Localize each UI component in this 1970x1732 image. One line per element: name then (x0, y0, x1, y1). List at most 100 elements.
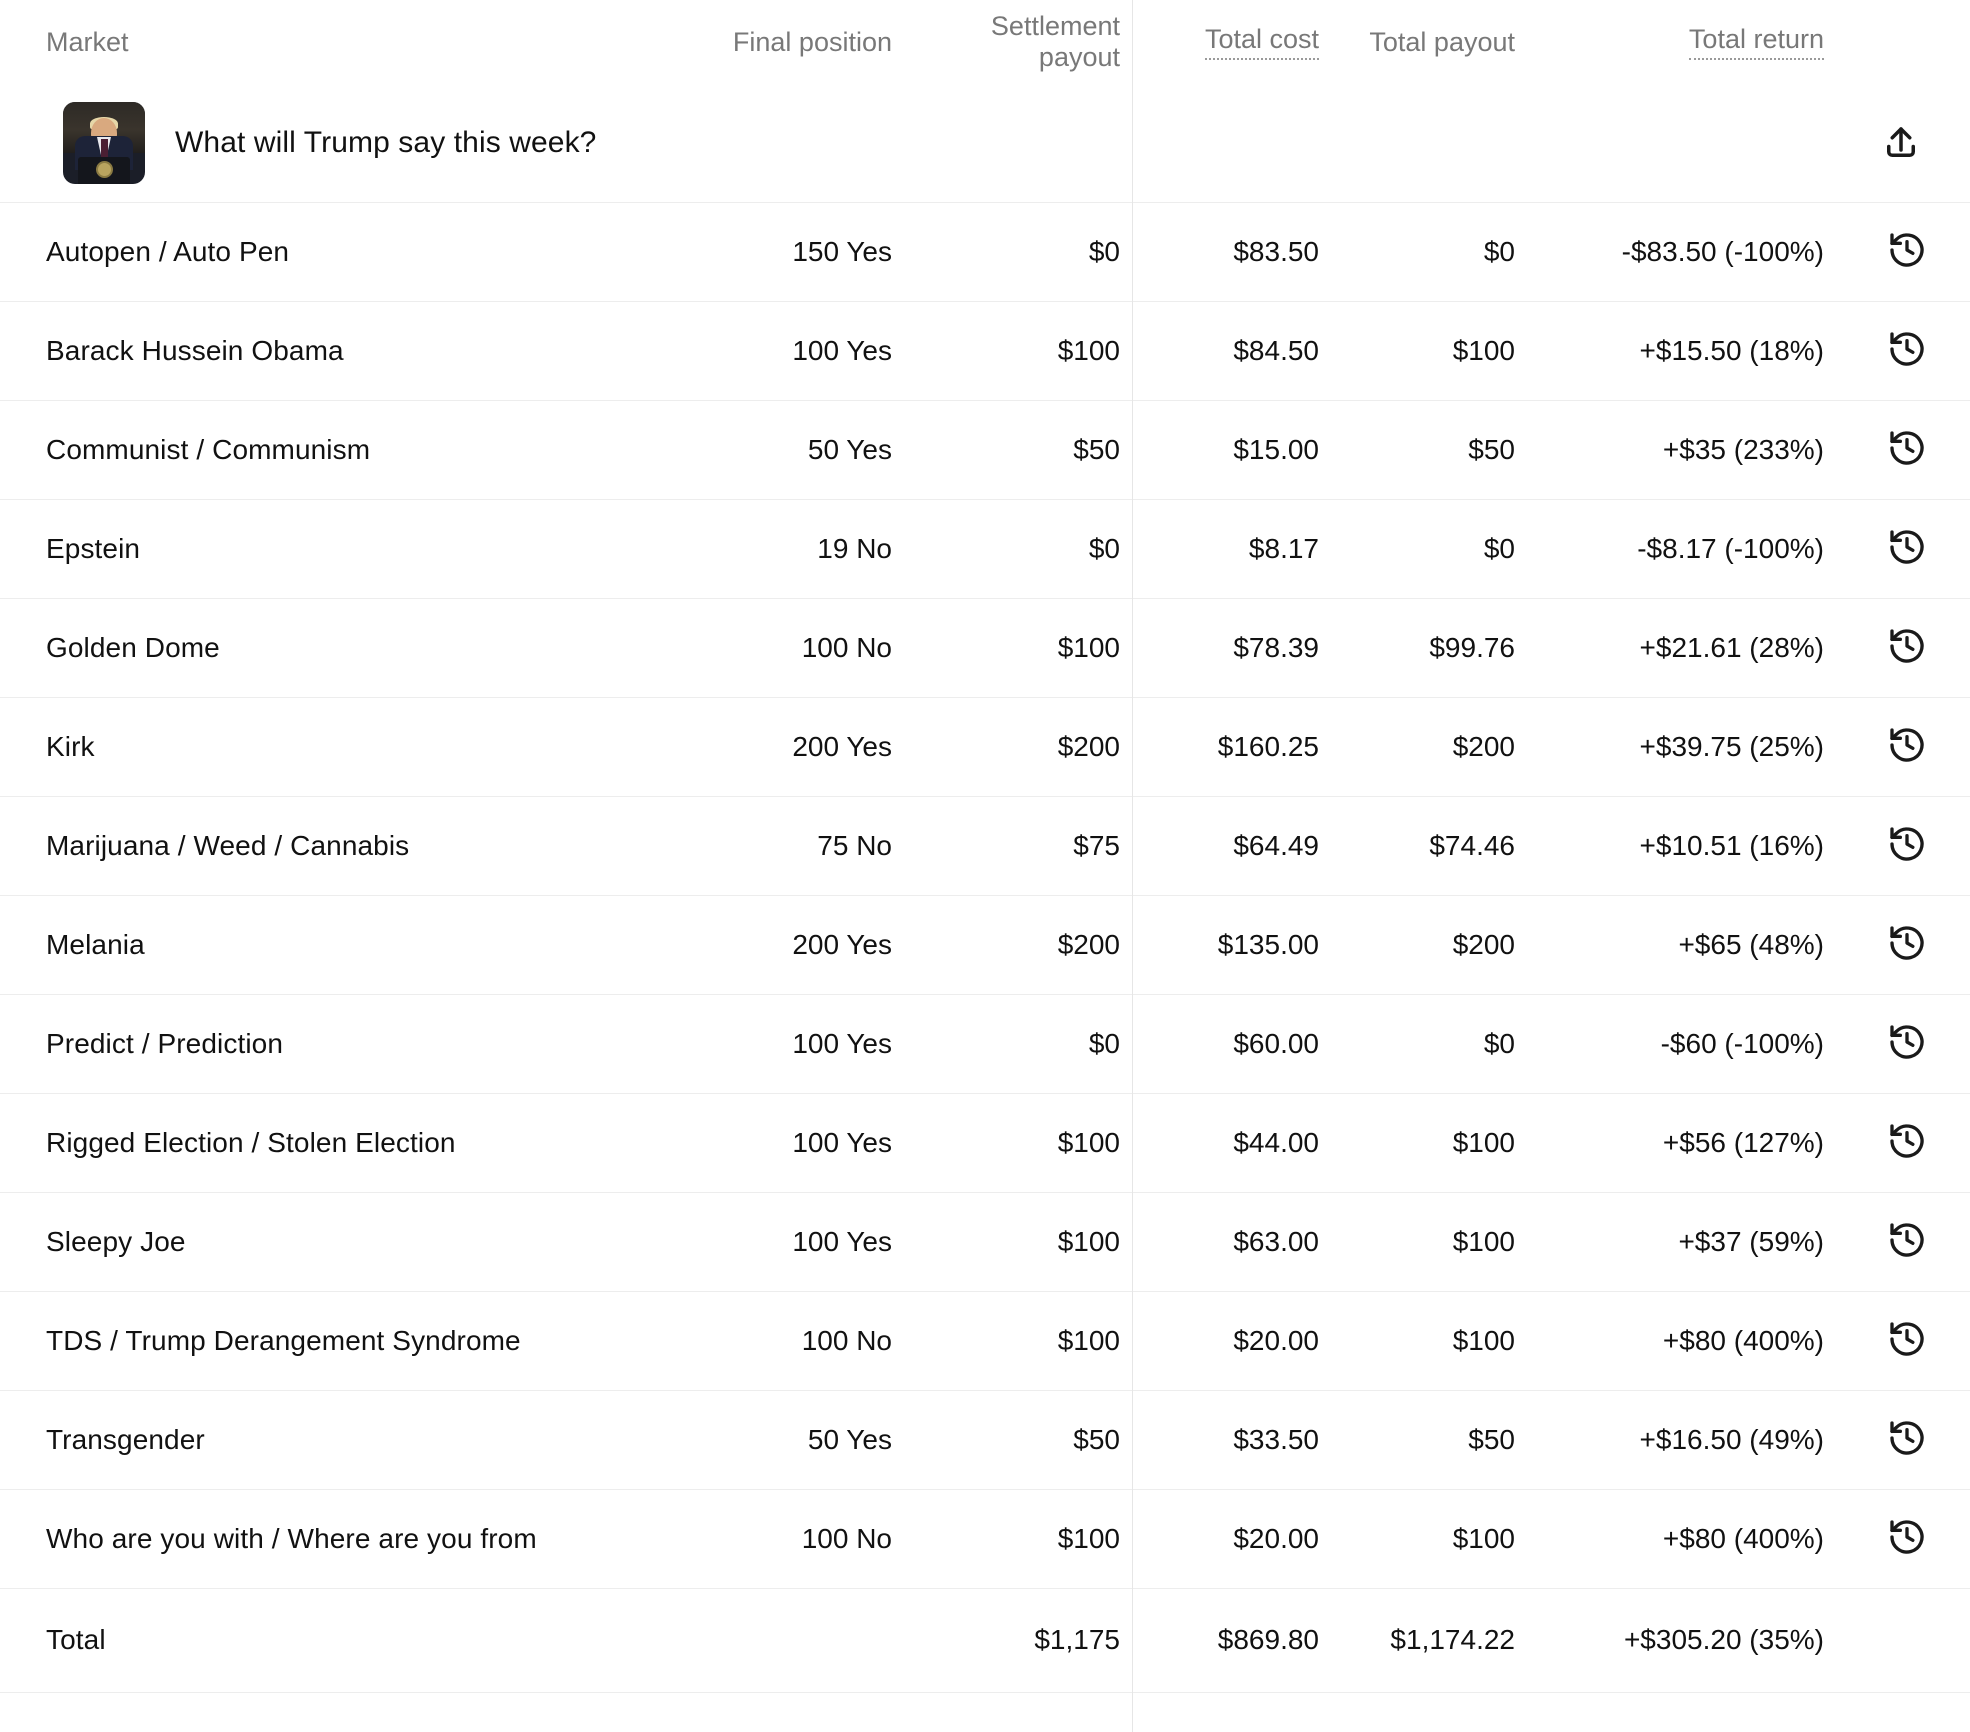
cell-total-cost: $33.50 (1132, 1390, 1347, 1490)
header-row: Market Final position Settlement payout … (0, 0, 1970, 84)
cell-total-cost: $160.25 (1132, 697, 1347, 797)
history-clock-icon[interactable] (1884, 1217, 1930, 1263)
column-header-total-return[interactable]: Total return (1543, 0, 1850, 84)
cell-total-payout: $100 (1347, 1489, 1543, 1589)
table-row[interactable]: TDS / Trump Derangement Syndrome 100 No … (0, 1291, 1970, 1391)
cell-actions (1850, 1489, 1970, 1589)
cell-market: TDS / Trump Derangement Syndrome (0, 1291, 620, 1391)
cell-settlement-payout: $50 (910, 1390, 1132, 1490)
table-row[interactable]: Communist / Communism 50 Yes $50 $15.00 … (0, 400, 1970, 500)
market-group-title-cell[interactable]: What will Trump say this week? (0, 84, 1132, 203)
cell-total-return: -$83.50 (-100%) (1543, 202, 1850, 302)
cell-total-payout: $0 (1347, 202, 1543, 302)
table-row[interactable]: Predict / Prediction 100 Yes $0 $60.00 $… (0, 994, 1970, 1094)
cell-total-label: Total (0, 1588, 620, 1693)
cell-total-return: +$35 (233%) (1543, 400, 1850, 500)
history-clock-icon[interactable] (1884, 227, 1930, 273)
cell-total-return: +$37 (59%) (1543, 1192, 1850, 1292)
market-group-row[interactable]: What will Trump say this week? (0, 84, 1970, 203)
column-header-total-return-label: Total return (1688, 25, 1824, 60)
cell-total-payout: $100 (1347, 1291, 1543, 1391)
cell-total-cost: $20.00 (1132, 1489, 1347, 1589)
cell-actions (1850, 499, 1970, 599)
history-clock-icon[interactable] (1884, 1019, 1930, 1065)
market-group-actions-cell (1132, 84, 1970, 203)
table-row[interactable]: Melania 200 Yes $200 $135.00 $200 +$65 (… (0, 895, 1970, 995)
market-group-title: What will Trump say this week? (175, 125, 597, 159)
table-row[interactable]: Rigged Election / Stolen Election 100 Ye… (0, 1093, 1970, 1193)
history-clock-icon[interactable] (1884, 1514, 1930, 1560)
history-clock-icon[interactable] (1884, 722, 1930, 768)
cell-total-payout: $50 (1347, 400, 1543, 500)
cell-total-payout: $200 (1347, 697, 1543, 797)
table-row[interactable]: Barack Hussein Obama 100 Yes $100 $84.50… (0, 301, 1970, 401)
cell-actions (1850, 1390, 1970, 1490)
cell-market: Barack Hussein Obama (0, 301, 620, 401)
cell-total-cost: $84.50 (1132, 301, 1347, 401)
cell-total-return: +$10.51 (16%) (1543, 796, 1850, 896)
cell-actions (1850, 301, 1970, 401)
cell-final-position: 150 Yes (620, 202, 910, 302)
cell-market: Rigged Election / Stolen Election (0, 1093, 620, 1193)
history-clock-icon[interactable] (1884, 821, 1930, 867)
history-clock-icon[interactable] (1884, 1415, 1930, 1461)
table-row[interactable]: Who are you with / Where are you from 10… (0, 1489, 1970, 1589)
cell-actions (1850, 598, 1970, 698)
history-clock-icon[interactable] (1884, 1118, 1930, 1164)
cell-final-position: 50 Yes (620, 1390, 910, 1490)
cell-settlement-payout: $100 (910, 301, 1132, 401)
cell-total-return: +$21.61 (28%) (1543, 598, 1850, 698)
table-row[interactable]: Marijuana / Weed / Cannabis 75 No $75 $6… (0, 796, 1970, 896)
cell-total-payout: $0 (1347, 499, 1543, 599)
table-row[interactable]: Kirk 200 Yes $200 $160.25 $200 +$39.75 (… (0, 697, 1970, 797)
cell-total-return: +$80 (400%) (1543, 1291, 1850, 1391)
cell-actions (1850, 895, 1970, 995)
cell-total-cost: $64.49 (1132, 796, 1347, 896)
cell-settlement-payout: $200 (910, 895, 1132, 995)
cell-total-payout: $50 (1347, 1390, 1543, 1490)
cell-settlement-payout: $200 (910, 697, 1132, 797)
cell-total-return: +$15.50 (18%) (1543, 301, 1850, 401)
cell-total-actions (1850, 1588, 1970, 1693)
cell-actions (1850, 1192, 1970, 1292)
history-clock-icon[interactable] (1884, 1316, 1930, 1362)
cell-final-position: 19 No (620, 499, 910, 599)
table-body: What will Trump say this week? (0, 84, 1970, 1693)
cell-final-position: 200 Yes (620, 697, 910, 797)
cell-total-payout: $100 (1347, 1192, 1543, 1292)
cell-settlement-payout: $100 (910, 1489, 1132, 1589)
history-clock-icon[interactable] (1884, 920, 1930, 966)
table-row[interactable]: Sleepy Joe 100 Yes $100 $63.00 $100 +$37… (0, 1192, 1970, 1292)
cell-market: Communist / Communism (0, 400, 620, 500)
history-clock-icon[interactable] (1884, 623, 1930, 669)
column-header-total-cost[interactable]: Total cost (1132, 0, 1347, 84)
share-upload-icon[interactable] (1877, 119, 1925, 167)
cell-total-return: +$80 (400%) (1543, 1489, 1850, 1589)
cell-settlement-payout: $0 (910, 499, 1132, 599)
table-row[interactable]: Epstein 19 No $0 $8.17 $0 -$8.17 (-100%) (0, 499, 1970, 599)
cell-total-return: +$39.75 (25%) (1543, 697, 1850, 797)
cell-actions (1850, 697, 1970, 797)
cell-total-return: +$16.50 (49%) (1543, 1390, 1850, 1490)
history-clock-icon[interactable] (1884, 326, 1930, 372)
table-row[interactable]: Golden Dome 100 No $100 $78.39 $99.76 +$… (0, 598, 1970, 698)
cell-total-settlement-payout: $1,175 (910, 1588, 1132, 1693)
table-header: Market Final position Settlement payout … (0, 0, 1970, 84)
history-clock-icon[interactable] (1884, 524, 1930, 570)
table-row[interactable]: Transgender 50 Yes $50 $33.50 $50 +$16.5… (0, 1390, 1970, 1490)
column-header-actions (1850, 0, 1970, 84)
cell-total-payout: $74.46 (1347, 796, 1543, 896)
column-header-settlement-payout: Settlement payout (910, 0, 1132, 84)
column-header-total-cost-label: Total cost (1204, 25, 1319, 60)
history-clock-icon[interactable] (1884, 425, 1930, 471)
cell-total-cost: $8.17 (1132, 499, 1347, 599)
cell-settlement-payout: $75 (910, 796, 1132, 896)
cell-actions (1850, 202, 1970, 302)
cell-total-cost: $135.00 (1132, 895, 1347, 995)
cell-market: Autopen / Auto Pen (0, 202, 620, 302)
table-row[interactable]: Autopen / Auto Pen 150 Yes $0 $83.50 $0 … (0, 202, 1970, 302)
cell-final-position: 50 Yes (620, 400, 910, 500)
cell-market: Melania (0, 895, 620, 995)
cell-final-position: 100 Yes (620, 1192, 910, 1292)
cell-final-position: 100 No (620, 1489, 910, 1589)
